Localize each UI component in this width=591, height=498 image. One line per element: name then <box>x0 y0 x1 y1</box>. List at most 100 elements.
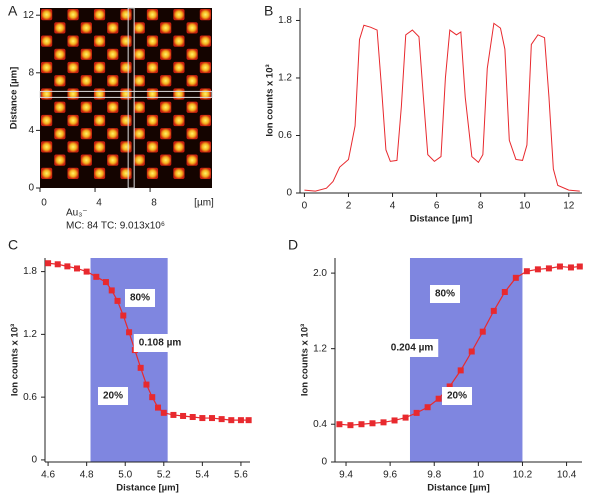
image-spot <box>67 9 79 21</box>
image-spot <box>133 101 145 113</box>
image-spot <box>160 128 172 140</box>
y-tick-label: 0 <box>286 188 292 199</box>
data-marker <box>126 329 133 336</box>
image-spot <box>146 88 159 100</box>
image-spot <box>186 128 198 140</box>
image-spot <box>107 75 119 87</box>
data-marker <box>556 263 563 270</box>
image-spot <box>186 101 198 113</box>
image-spot <box>107 22 119 34</box>
image-spot <box>67 35 79 47</box>
image-spot <box>107 101 119 113</box>
image-spot <box>80 75 92 87</box>
x-axis-label: Distance [µm] <box>410 214 473 225</box>
image-spot <box>160 75 172 87</box>
x-tick-label: 6 <box>434 201 440 212</box>
annotation-box <box>97 387 129 405</box>
x-tick-label: 4.8 <box>80 470 94 481</box>
data-marker <box>137 364 144 371</box>
data-marker <box>512 274 519 281</box>
image-spot <box>199 35 211 47</box>
image-spot <box>93 141 106 153</box>
x-tick-label: 8 <box>478 201 484 212</box>
x-axis-label: Distance [µm] <box>116 483 179 494</box>
image-spot <box>133 22 145 34</box>
y-tick-label: 0.4 <box>313 419 327 430</box>
data-marker <box>218 416 225 423</box>
image-spot <box>93 114 106 127</box>
data-marker <box>435 395 442 402</box>
image-spot <box>199 141 211 153</box>
annotation: 0.204 µm <box>391 343 434 354</box>
image-spot <box>199 167 211 179</box>
image-spot <box>146 9 159 21</box>
data-marker <box>102 279 109 286</box>
image-spot <box>186 22 198 34</box>
y-tick-label: 2.0 <box>313 268 327 279</box>
caption: Au₃⁻ <box>66 208 88 219</box>
image-spot <box>107 48 119 60</box>
x-axis-label: Distance [µm] <box>427 483 490 494</box>
image-spot <box>67 167 79 179</box>
data-marker <box>74 265 81 272</box>
image-spot <box>93 35 106 47</box>
data-line <box>304 22 580 192</box>
x-tick-label: 10.2 <box>513 470 533 481</box>
y-tick-label: 1.2 <box>23 329 37 340</box>
image-spot <box>93 167 106 179</box>
image-spot <box>41 114 53 127</box>
data-marker <box>567 264 574 271</box>
data-marker <box>413 409 420 416</box>
x-tick-label: 5.0 <box>118 470 132 481</box>
image-spot <box>41 61 53 74</box>
image-spot <box>146 141 159 153</box>
annotation: 0.108 µm <box>139 338 182 349</box>
image-spot <box>41 141 53 153</box>
x-tick-label: 2 <box>346 201 352 212</box>
data-marker <box>501 289 508 295</box>
image-spot <box>120 88 132 100</box>
y-tick-label: 8 <box>28 67 34 78</box>
data-marker <box>391 417 398 424</box>
x-tick-label: 4.6 <box>41 470 55 481</box>
highlight-band <box>90 258 168 462</box>
y-tick-label: 0 <box>28 183 34 194</box>
image-spot <box>186 75 198 87</box>
data-marker <box>155 404 162 411</box>
y-axis-label: Ion counts x 10³ <box>300 324 311 396</box>
x-tick-label: 9.6 <box>383 470 397 481</box>
image-spot <box>41 88 53 100</box>
data-marker <box>209 415 216 422</box>
image-spot <box>173 141 185 153</box>
data-marker <box>245 417 252 424</box>
image-spot <box>54 75 66 87</box>
y-tick-label: 1.2 <box>313 343 327 354</box>
image-spot <box>93 61 106 74</box>
data-marker <box>576 263 583 270</box>
image-spot <box>160 48 172 60</box>
data-marker <box>479 328 486 335</box>
image-spot <box>54 128 66 140</box>
x-tick-label: 0 <box>41 198 47 209</box>
image-spot <box>199 61 211 74</box>
data-marker <box>468 348 475 355</box>
image-spot <box>120 114 132 127</box>
y-axis-label: Ion counts x 10³ <box>265 64 276 136</box>
y-tick-label: 0 <box>31 455 37 466</box>
panel-label: B <box>264 3 273 19</box>
data-marker <box>237 417 244 424</box>
image-spot <box>80 48 92 60</box>
y-tick-label: 0 <box>321 457 327 468</box>
image-spot <box>199 88 211 100</box>
image-spot <box>146 61 159 74</box>
image-spot <box>120 61 132 74</box>
image-spot <box>41 35 53 47</box>
x-unit: [µm] <box>194 198 214 209</box>
image-spot <box>199 9 211 21</box>
data-marker <box>160 409 167 416</box>
image-spot <box>133 154 145 166</box>
image-spot <box>54 154 66 166</box>
image-spot <box>160 154 172 166</box>
image-spot <box>67 61 79 74</box>
